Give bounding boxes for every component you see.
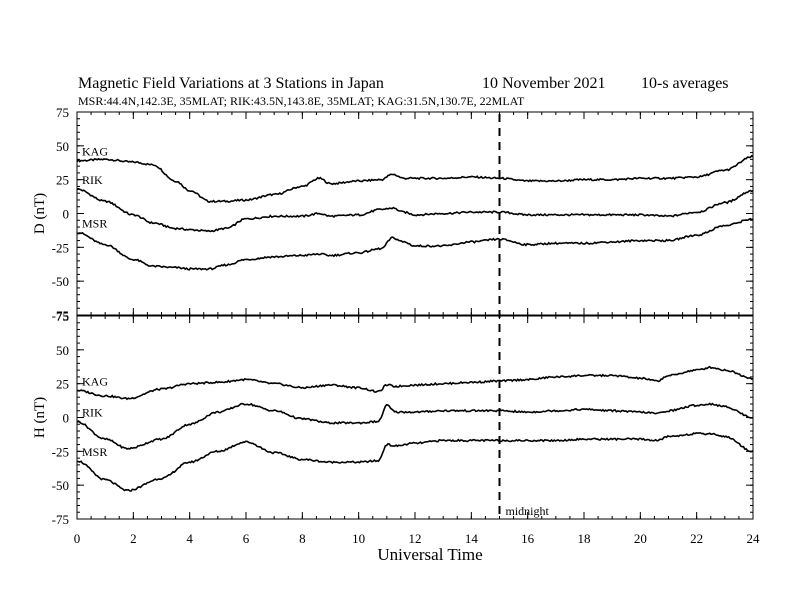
h-axis-title: H (nT) xyxy=(32,397,48,438)
x-tick-label: 16 xyxy=(521,531,535,546)
h-series-kag-label: KAG xyxy=(82,374,108,388)
h-ytick-label: 75 xyxy=(56,309,69,324)
d-ytick-label: 50 xyxy=(56,139,69,154)
h-ytick-label: -25 xyxy=(52,444,69,459)
x-tick-label: 24 xyxy=(747,531,761,546)
h-series-rik-line xyxy=(76,402,754,450)
d-series-kag-line xyxy=(76,154,754,203)
d-series-rik-label: RIK xyxy=(82,173,103,187)
date-label: 10 November 2021 xyxy=(482,75,606,92)
x-tick-label: 8 xyxy=(299,531,306,546)
x-tick-label: 6 xyxy=(243,531,250,546)
d-panel-frame xyxy=(76,111,754,316)
stations-line: MSR:44.4N,142.3E, 35MLAT; RIK:43.5N,143.… xyxy=(78,94,525,108)
x-tick-label: 18 xyxy=(578,531,591,546)
d-ytick-label: -50 xyxy=(52,274,69,289)
d-ytick-label: 25 xyxy=(56,173,69,188)
h-ytick-label: 25 xyxy=(56,377,69,392)
figure-title: Magnetic Field Variations at 3 Stations … xyxy=(78,75,384,92)
d-ytick-label: 75 xyxy=(56,105,69,120)
h-panel-frame xyxy=(76,315,754,520)
h-series-msr-line xyxy=(76,432,754,492)
x-tick-label: 20 xyxy=(634,531,647,546)
x-tick-label: 12 xyxy=(409,531,422,546)
x-tick-label: 14 xyxy=(465,531,479,546)
midnight-label: midnight xyxy=(506,504,550,518)
x-tick-label: 22 xyxy=(690,531,703,546)
d-axis-title: D (nT) xyxy=(32,193,48,234)
x-tick-label: 0 xyxy=(74,531,81,546)
h-series-rik-label: RIK xyxy=(82,406,103,420)
d-series-kag-label: KAG xyxy=(82,145,108,159)
d-series-msr-line xyxy=(77,217,754,271)
h-series-msr-label: MSR xyxy=(82,445,107,459)
h-ytick-label: 50 xyxy=(56,343,69,358)
d-series-rik-line xyxy=(76,187,754,233)
x-tick-label: 10 xyxy=(352,531,365,546)
d-series-msr-label: MSR xyxy=(82,216,107,230)
x-tick-label: 2 xyxy=(130,531,137,546)
h-ytick-label: -75 xyxy=(52,512,69,527)
averaging-label: 10-s averages xyxy=(641,75,729,92)
h-series-kag-line xyxy=(76,365,754,401)
h-ytick-label: -50 xyxy=(52,478,69,493)
d-ytick-label: -25 xyxy=(52,240,69,255)
x-tick-label: 4 xyxy=(186,531,193,546)
d-ytick-label: -75 xyxy=(52,308,69,323)
x-axis-title: Universal Time xyxy=(377,545,482,564)
h-ytick-label: 0 xyxy=(63,411,70,426)
d-ytick-label: 0 xyxy=(63,207,70,222)
d-panel: -75 -50 -25 0 25 50 75 D (nT) KAG RIK MSR xyxy=(32,105,754,323)
